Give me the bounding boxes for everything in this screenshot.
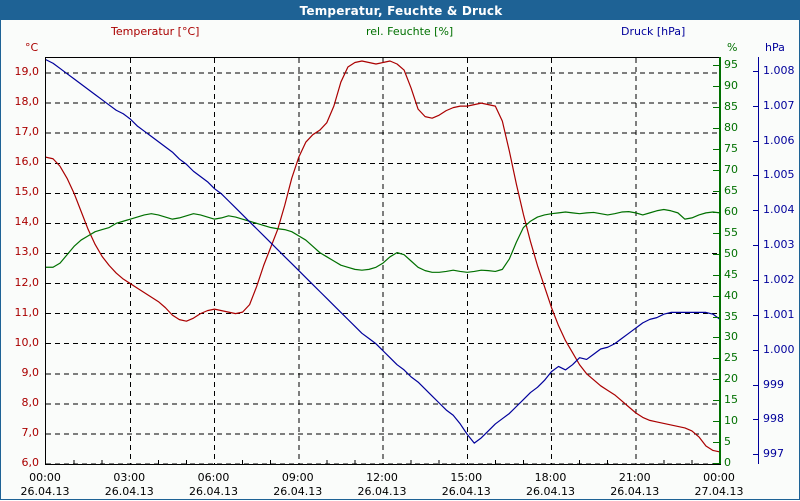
right-axis-unit-percent: % bbox=[727, 41, 738, 54]
right-axis-tick-hpa: 1.002 bbox=[763, 273, 795, 287]
x-axis-time-label: 15:00 bbox=[450, 471, 483, 484]
left-axis-tick: 19,0 bbox=[14, 65, 40, 79]
x-axis-date-label: 26.04.13 bbox=[610, 485, 660, 498]
right-axis-tick-hpa: 1.007 bbox=[763, 98, 795, 112]
x-axis-date-label: 26.04.13 bbox=[104, 485, 154, 498]
legend-item-temperature: Temperatur [°C] bbox=[111, 25, 199, 38]
x-axis-time-label: 09:00 bbox=[281, 471, 314, 484]
data-curves bbox=[46, 59, 720, 453]
right-axis-tick-hpa: 997 bbox=[763, 447, 784, 461]
left-axis-tick: 12,0 bbox=[14, 275, 40, 289]
x-axis-time-label: 00:00 bbox=[29, 471, 61, 484]
window-titlebar: Temperatur, Feuchte & Druck bbox=[1, 1, 800, 20]
right-axis-unit-hpa: hPa bbox=[765, 41, 785, 54]
right-axis-tick-percent: 75 bbox=[724, 142, 738, 156]
left-axis-tick: 6,0 bbox=[21, 456, 40, 469]
right-axis-tick-percent: 90 bbox=[724, 79, 738, 93]
right-axis-spine-hpa bbox=[758, 57, 759, 464]
left-axis-tick: 13,0 bbox=[14, 245, 40, 259]
right-axis-tick-hpa: 1.000 bbox=[763, 342, 795, 356]
legend-label-humidity: rel. Feuchte [%] bbox=[366, 25, 454, 38]
left-axis-tick: 11,0 bbox=[14, 305, 40, 319]
window-title: Temperatur, Feuchte & Druck bbox=[299, 3, 503, 18]
right-axis-tick-hpa: 1.008 bbox=[763, 63, 795, 77]
x-axis-time-label: 03:00 bbox=[113, 471, 146, 484]
right-axis-tick-percent: 30 bbox=[724, 330, 738, 344]
x-axis-date-label: 26.04.13 bbox=[273, 485, 323, 498]
right-axis-tick-percent: 45 bbox=[724, 267, 738, 281]
x-axis-time-label: 21:00 bbox=[618, 471, 651, 484]
left-axis-unit: °C bbox=[25, 41, 39, 54]
legend-item-humidity: rel. Feuchte [%] bbox=[366, 25, 453, 38]
left-axis-tick: 15,0 bbox=[14, 185, 40, 199]
right-axis-tick-percent: 35 bbox=[724, 309, 738, 323]
right-axis-tick-percent: 60 bbox=[724, 204, 738, 218]
left-axis-tick: 18,0 bbox=[14, 95, 40, 109]
x-axis-date-label: 26.04.13 bbox=[441, 485, 491, 498]
right-axis-tick-percent: 85 bbox=[724, 100, 738, 114]
right-axis-spine-percent bbox=[719, 57, 721, 464]
x-axis-date-label: 26.04.13 bbox=[20, 485, 70, 498]
left-axis-tick: 14,0 bbox=[14, 215, 40, 229]
right-axis-tick-hpa: 999 bbox=[763, 377, 784, 391]
right-axis-tick-percent: 50 bbox=[724, 246, 738, 260]
x-axis-date-label: 27.04.13 bbox=[694, 485, 744, 498]
right-axis-tick-hpa: 998 bbox=[763, 412, 784, 426]
left-axis-tick: 17,0 bbox=[14, 125, 40, 139]
right-axis-tick-percent: 95 bbox=[724, 58, 738, 72]
x-axis-date-label: 26.04.13 bbox=[526, 485, 575, 498]
x-axis-date-label: 26.04.13 bbox=[189, 485, 238, 498]
legend-label-pressure: Druck [hPa] bbox=[621, 25, 686, 38]
legend-item-pressure: Druck [hPa] bbox=[621, 25, 685, 38]
left-axis-tick: 16,0 bbox=[14, 155, 40, 169]
right-axis-tick-percent: 10 bbox=[724, 414, 738, 428]
legend-label-temperature: Temperatur [°C] bbox=[111, 25, 200, 38]
x-axis-time-label: 00:00 bbox=[703, 471, 735, 484]
right-axis-tick-hpa: 1.003 bbox=[763, 238, 795, 252]
right-axis-tick-percent: 55 bbox=[724, 225, 738, 239]
right-axis-tick-hpa: 1.004 bbox=[763, 203, 795, 217]
left-axis-tick: 10,0 bbox=[14, 335, 40, 349]
right-axis-tick-hpa: 1.001 bbox=[763, 307, 795, 321]
right-axis-tick-percent: 40 bbox=[724, 288, 738, 302]
right-axis-tick-percent: 65 bbox=[724, 183, 738, 197]
x-axis-time-label: 06:00 bbox=[197, 471, 230, 484]
right-axis-tick-percent: 15 bbox=[724, 393, 738, 407]
right-axis-tick-hpa: 1.006 bbox=[763, 133, 795, 147]
x-axis-time-label: 12:00 bbox=[366, 471, 398, 484]
right-axis-tick-percent: 80 bbox=[724, 121, 738, 135]
right-axis-tick-percent: 5 bbox=[724, 435, 731, 449]
left-axis-tick: 9,0 bbox=[21, 365, 40, 379]
right-axis-tick-percent: 0 bbox=[724, 456, 731, 469]
right-axis-tick-percent: 20 bbox=[724, 372, 738, 386]
x-axis-time-label: 18:00 bbox=[534, 471, 567, 484]
left-axis-tick: 8,0 bbox=[21, 395, 40, 409]
grid-lines bbox=[46, 58, 720, 464]
right-axis-tick-percent: 25 bbox=[724, 351, 738, 365]
right-axis-tick-hpa: 1.005 bbox=[763, 168, 795, 182]
left-axis-tick: 7,0 bbox=[21, 425, 40, 439]
right-axis-tick-percent: 70 bbox=[724, 163, 738, 176]
plot-area bbox=[45, 57, 721, 465]
x-axis-date-label: 26.04.13 bbox=[357, 485, 407, 498]
